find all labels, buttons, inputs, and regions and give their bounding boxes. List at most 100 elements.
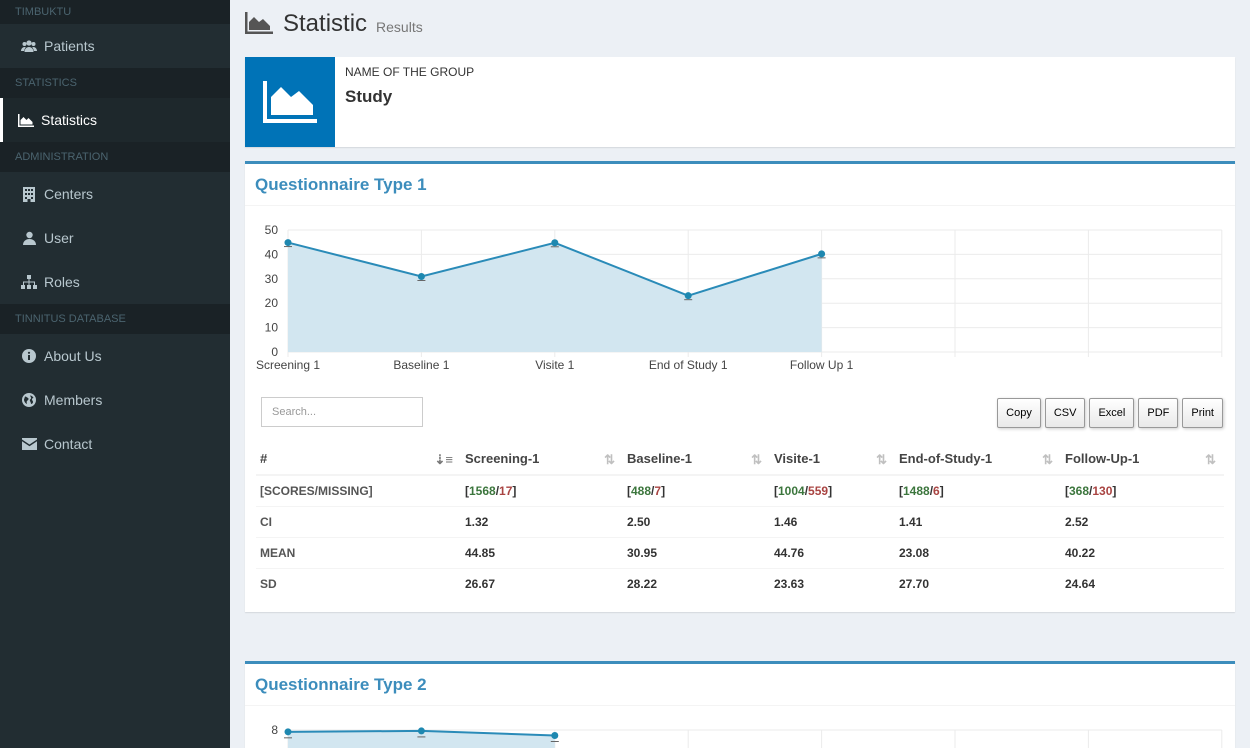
table-cell: 2.50 bbox=[623, 505, 770, 537]
area-chart-icon bbox=[18, 112, 34, 128]
column-header-label: Baseline-1 bbox=[627, 451, 693, 466]
table-row: SD 26.67 28.22 23.63 27.70 24.64 bbox=[256, 567, 1224, 599]
column-header-label: # bbox=[260, 451, 268, 466]
row-label: [SCORES/MISSING] bbox=[256, 474, 461, 506]
column-header-label: Follow-Up-1 bbox=[1065, 451, 1140, 466]
series-area bbox=[288, 730, 555, 748]
sidebar-item-centers[interactable]: Centers bbox=[0, 172, 230, 216]
sidebar-header-administration: ADMINISTRATION bbox=[0, 142, 230, 172]
csv-button[interactable]: CSV bbox=[1044, 398, 1086, 428]
table-cell: 23.08 bbox=[895, 536, 1061, 568]
column-header[interactable]: Follow-Up-1 ⇅ bbox=[1061, 443, 1224, 476]
sidebar-item-label: User bbox=[44, 230, 74, 246]
y-tick-label: 50 bbox=[265, 223, 279, 237]
area-chart-icon bbox=[245, 12, 273, 36]
sidebar-header-statistics: STATISTICS bbox=[0, 68, 230, 98]
table-row: [SCORES/MISSING] [1568/17] [488/7] [1004… bbox=[256, 474, 1224, 506]
globe-icon bbox=[21, 392, 37, 408]
data-point bbox=[284, 728, 292, 736]
print-button[interactable]: Print bbox=[1182, 398, 1223, 428]
table-cell: 2.52 bbox=[1061, 505, 1224, 537]
table-cell: [1488/6] bbox=[895, 474, 1061, 506]
missing-value: 130 bbox=[1092, 483, 1113, 498]
y-tick-label: 30 bbox=[265, 272, 279, 286]
sidebar-item-statistics[interactable]: Statistics bbox=[0, 98, 230, 142]
table-cell: 44.76 bbox=[770, 536, 895, 568]
row-label: MEAN bbox=[256, 536, 461, 568]
info-box: NAME OF THE GROUP Study bbox=[245, 57, 1235, 147]
sort-icon: ⇅ bbox=[604, 452, 615, 467]
y-tick-label: 8 bbox=[271, 723, 278, 737]
sidebar-item-label: Centers bbox=[44, 186, 94, 202]
search-input[interactable] bbox=[261, 397, 423, 427]
x-tick-label: Visite 1 bbox=[535, 358, 574, 372]
box-title: Questionnaire Type 1 bbox=[245, 164, 1235, 206]
table-cell: 44.85 bbox=[461, 536, 623, 568]
sidebar-item-user[interactable]: User bbox=[0, 216, 230, 260]
sitemap-icon bbox=[21, 274, 37, 290]
questionnaire-type-1-chart: 0 10 20 30 40 50 Screening 1 Baseline 1 Visite 1… bbox=[256, 223, 1223, 372]
data-point bbox=[551, 239, 559, 247]
pdf-button[interactable]: PDF bbox=[1138, 398, 1179, 428]
data-point bbox=[284, 239, 292, 247]
x-tick-label: Screening 1 bbox=[256, 358, 320, 372]
column-header-label: End-of-Study-1 bbox=[899, 451, 993, 466]
copy-button[interactable]: Copy bbox=[997, 398, 1041, 428]
sidebar-item-label: Patients bbox=[44, 38, 95, 54]
data-point bbox=[818, 250, 826, 258]
scores-value: 1488 bbox=[903, 483, 930, 498]
main-content: Statistic Results NAME OF THE GROUP Stud… bbox=[230, 0, 1250, 748]
sidebar-item-contact[interactable]: Contact bbox=[0, 422, 230, 466]
sort-icon: ⇅ bbox=[751, 452, 762, 467]
data-point bbox=[684, 292, 692, 300]
excel-button[interactable]: Excel bbox=[1089, 398, 1135, 428]
column-header[interactable]: End-of-Study-1 ⇅ bbox=[895, 443, 1061, 476]
export-buttons: Copy CSV Excel PDF Print bbox=[993, 398, 1223, 428]
box-title: Questionnaire Type 2 bbox=[245, 664, 1235, 706]
sidebar-item-label: Members bbox=[44, 392, 103, 408]
series-area bbox=[288, 242, 822, 352]
sidebar-item-roles[interactable]: Roles bbox=[0, 260, 230, 304]
area-chart-icon bbox=[245, 57, 335, 147]
scores-value: 1568 bbox=[469, 483, 496, 498]
sidebar-item-about-us[interactable]: About Us bbox=[0, 334, 230, 378]
statistics-table: # ⇣≡ Screening-1 ⇅ Baseline-1 ⇅ Visite-1 ⇅ E… bbox=[256, 443, 1224, 599]
sidebar-item-patients[interactable]: Patients bbox=[0, 24, 230, 68]
x-tick-label: Follow Up 1 bbox=[790, 358, 854, 372]
column-header-label: Visite-1 bbox=[774, 451, 821, 466]
table-cell: 1.46 bbox=[770, 505, 895, 537]
table-cell: [1568/17] bbox=[461, 474, 623, 506]
page-header: Statistic Results bbox=[245, 10, 423, 38]
questionnaire-type-2-box: Questionnaire Type 2 8 bbox=[245, 661, 1235, 748]
table-cell: 23.63 bbox=[770, 567, 895, 599]
column-header[interactable]: # ⇣≡ bbox=[256, 443, 461, 476]
sort-icon: ⇅ bbox=[876, 452, 887, 467]
row-label: CI bbox=[256, 505, 461, 537]
building-icon bbox=[21, 186, 37, 202]
sidebar-item-label: Statistics bbox=[41, 112, 98, 128]
scores-value: 1004 bbox=[778, 483, 805, 498]
table-cell: 24.64 bbox=[1061, 567, 1224, 599]
page-subtitle: Results bbox=[376, 19, 423, 35]
sidebar-item-members[interactable]: Members bbox=[0, 378, 230, 422]
table-cell: 1.32 bbox=[461, 505, 623, 537]
data-point bbox=[417, 272, 425, 280]
x-tick-label: End of Study 1 bbox=[649, 358, 728, 372]
table-cell: [368/130] bbox=[1061, 474, 1224, 506]
sidebar-header-timbuktu: TIMBUKTU bbox=[0, 0, 230, 24]
column-header[interactable]: Screening-1 ⇅ bbox=[461, 443, 623, 476]
column-header[interactable]: Baseline-1 ⇅ bbox=[623, 443, 770, 476]
info-box-label: NAME OF THE GROUP bbox=[345, 65, 475, 79]
users-icon bbox=[21, 38, 37, 54]
sidebar-item-label: Contact bbox=[44, 436, 93, 452]
y-tick-label: 40 bbox=[265, 247, 279, 261]
column-header[interactable]: Visite-1 ⇅ bbox=[770, 443, 895, 476]
table-cell: [1004/559] bbox=[770, 474, 895, 506]
table-cell: 30.95 bbox=[623, 536, 770, 568]
sort-asc-icon: ⇣≡ bbox=[434, 452, 453, 467]
table-cell: 27.70 bbox=[895, 567, 1061, 599]
sort-icon: ⇅ bbox=[1042, 452, 1053, 467]
table-cell: 28.22 bbox=[623, 567, 770, 599]
data-point bbox=[551, 731, 559, 739]
y-tick-label: 10 bbox=[265, 321, 279, 335]
